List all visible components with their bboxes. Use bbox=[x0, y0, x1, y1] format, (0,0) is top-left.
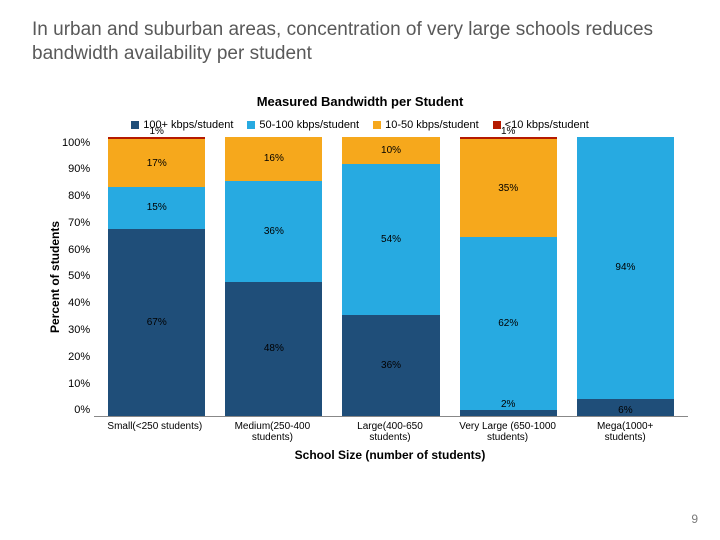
x-axis-label: School Size (number of students) bbox=[92, 448, 688, 462]
chart-bar: 16% 36% 48% bbox=[225, 137, 322, 416]
y-tick: 30% bbox=[68, 324, 90, 336]
legend-swatch bbox=[373, 121, 381, 129]
y-tick: 20% bbox=[68, 351, 90, 363]
legend-swatch bbox=[247, 121, 255, 129]
bar-segment: 6% bbox=[577, 399, 674, 416]
bar-segment: 54% bbox=[342, 164, 439, 315]
y-tick: 40% bbox=[68, 297, 90, 309]
bar-segment: 10% bbox=[342, 137, 439, 165]
bar-segment-label: 6% bbox=[618, 405, 632, 416]
x-tick: Large(400-650 students) bbox=[341, 421, 439, 444]
y-tick: 60% bbox=[68, 244, 90, 256]
bar-segment-label: 94% bbox=[615, 262, 635, 273]
bar-segment: 2% bbox=[460, 410, 557, 416]
chart-bar: 1%17%15%67% bbox=[108, 137, 205, 416]
slide-title: In urban and suburban areas, concentrati… bbox=[32, 18, 688, 66]
bar-segment: 15% bbox=[108, 187, 205, 229]
legend-item: 100+ kbps/student bbox=[131, 119, 233, 131]
legend-label: 10-50 kbps/student bbox=[385, 119, 479, 131]
legend-label: 50-100 kbps/student bbox=[259, 119, 359, 131]
y-tick: 90% bbox=[68, 163, 90, 175]
legend-label: <10 kbps/student bbox=[505, 119, 589, 131]
bar-segment-label: 62% bbox=[498, 318, 518, 329]
chart-plot: 1%17%15%67%16%36%48%10%54%36%1%35%62%2%9… bbox=[94, 137, 688, 417]
y-tick: 100% bbox=[62, 137, 90, 149]
y-tick: 10% bbox=[68, 378, 90, 390]
chart-bar: 94% 6% bbox=[577, 137, 674, 416]
bar-segment: 94% bbox=[577, 137, 674, 399]
x-tick: Mega(1000+ students) bbox=[576, 421, 674, 444]
bar-segment: 62% bbox=[460, 237, 557, 410]
bar-segment-label: 1% bbox=[149, 126, 163, 137]
bar-segment-label: 35% bbox=[498, 183, 518, 194]
bar-segment-label: 10% bbox=[381, 145, 401, 156]
bar-segment-label: 2% bbox=[501, 399, 515, 410]
legend-swatch bbox=[131, 121, 139, 129]
bar-segment: 48% bbox=[225, 282, 322, 416]
bar-segment-label: 36% bbox=[264, 226, 284, 237]
y-tick: 50% bbox=[68, 270, 90, 282]
bar-segment-label: 17% bbox=[147, 158, 167, 169]
x-tick: Medium(250-400 students) bbox=[224, 421, 322, 444]
chart-bar: 10% 54% 36% bbox=[342, 137, 439, 416]
x-axis: Small(<250 students) Medium(250-400 stude… bbox=[92, 417, 688, 444]
bar-segment-label: 67% bbox=[147, 317, 167, 328]
page-number: 9 bbox=[691, 512, 698, 526]
bar-segment-label: 54% bbox=[381, 234, 401, 245]
chart-area: Percent of students 100% 90% 80% 70% 60% 50% 4… bbox=[44, 137, 688, 417]
legend-item: 10-50 kbps/student bbox=[373, 119, 479, 131]
bar-segment-label: 36% bbox=[381, 360, 401, 371]
x-tick: Small(<250 students) bbox=[106, 421, 204, 444]
legend-swatch bbox=[493, 121, 501, 129]
bar-segment: 36% bbox=[342, 315, 439, 415]
y-tick: 80% bbox=[68, 190, 90, 202]
bar-segment: 16% bbox=[225, 137, 322, 182]
y-tick: 0% bbox=[74, 404, 90, 416]
legend-item: 50-100 kbps/student bbox=[247, 119, 359, 131]
chart-legend: 100+ kbps/student 50-100 kbps/student 10-5… bbox=[32, 119, 688, 131]
bar-segment: 67% bbox=[108, 229, 205, 416]
bar-segment: 35% bbox=[460, 139, 557, 237]
x-tick: Very Large (650-1000 students) bbox=[459, 421, 557, 444]
bar-segment-label: 48% bbox=[264, 343, 284, 354]
y-axis: 100% 90% 80% 70% 60% 50% 40% 30% 20% 10% 0% bbox=[62, 137, 94, 417]
bar-segment: 36% bbox=[225, 181, 322, 281]
bar-segment-label: 16% bbox=[264, 153, 284, 164]
chart-title: Measured Bandwidth per Student bbox=[32, 94, 688, 109]
y-tick: 70% bbox=[68, 217, 90, 229]
bar-segment-label: 15% bbox=[147, 202, 167, 213]
chart-bar: 1%35%62%2% bbox=[460, 137, 557, 416]
bar-segment-label: 1% bbox=[501, 126, 515, 137]
bar-segment: 17% bbox=[108, 139, 205, 186]
y-axis-label: Percent of students bbox=[44, 137, 62, 417]
